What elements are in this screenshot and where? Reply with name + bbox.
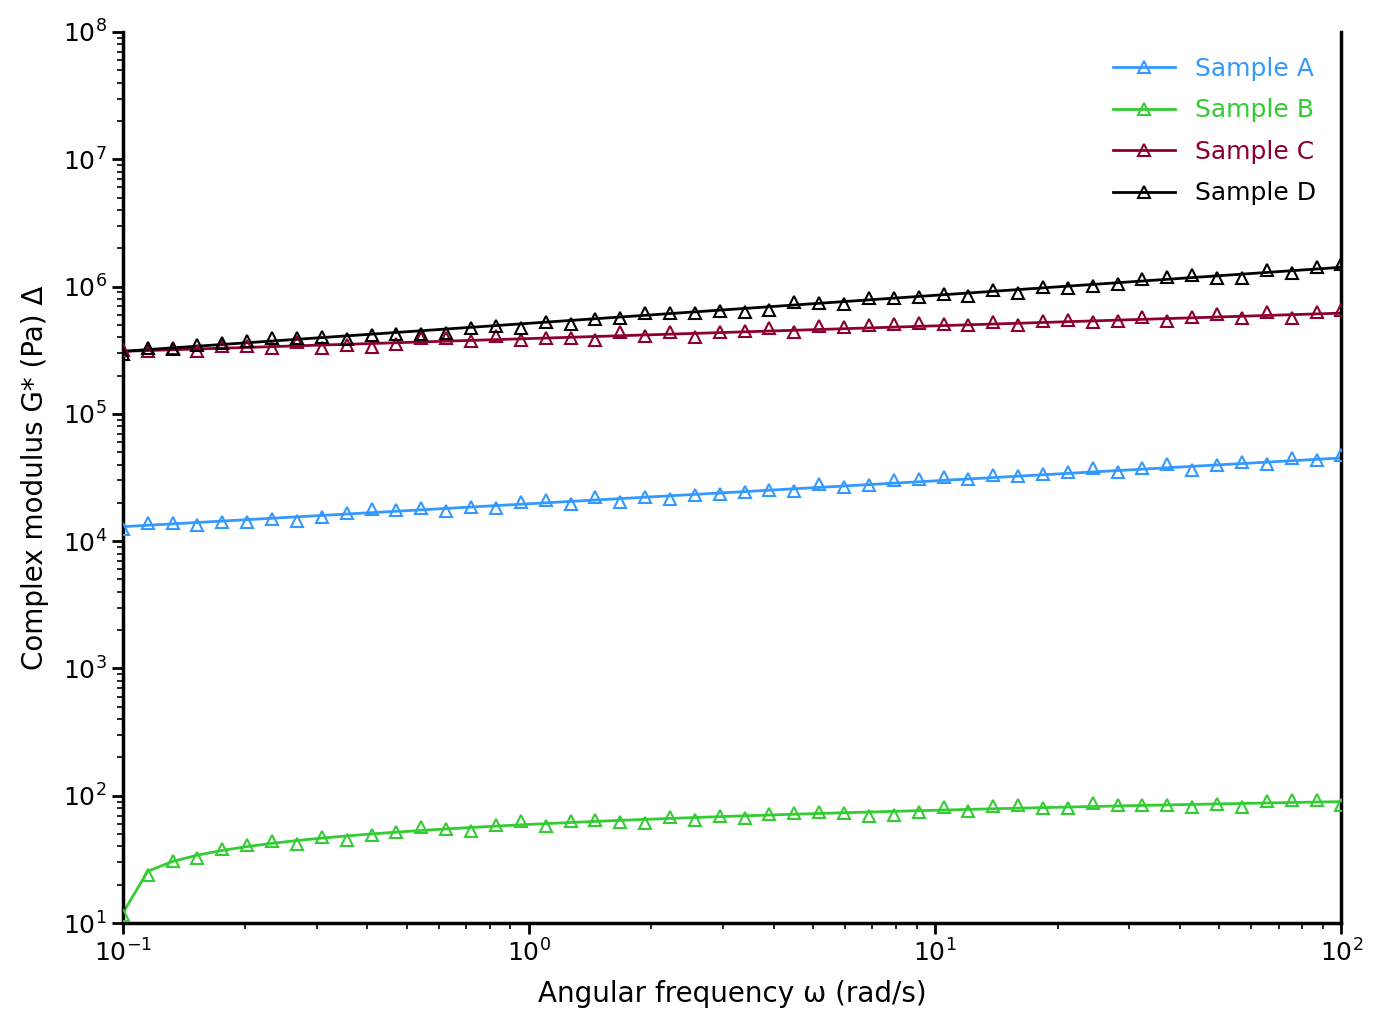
Legend: Sample A, Sample B, Sample C, Sample D: Sample A, Sample B, Sample C, Sample D	[1100, 44, 1329, 218]
Y-axis label: Complex modulus G* (Pa) Δ: Complex modulus G* (Pa) Δ	[21, 285, 48, 670]
X-axis label: Angular frequency ω (rad/s): Angular frequency ω (rad/s)	[538, 981, 926, 1008]
